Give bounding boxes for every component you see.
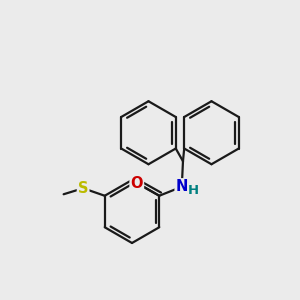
Text: N: N	[176, 179, 188, 194]
Text: S: S	[78, 181, 88, 196]
Text: O: O	[130, 176, 143, 191]
Text: H: H	[188, 184, 199, 197]
